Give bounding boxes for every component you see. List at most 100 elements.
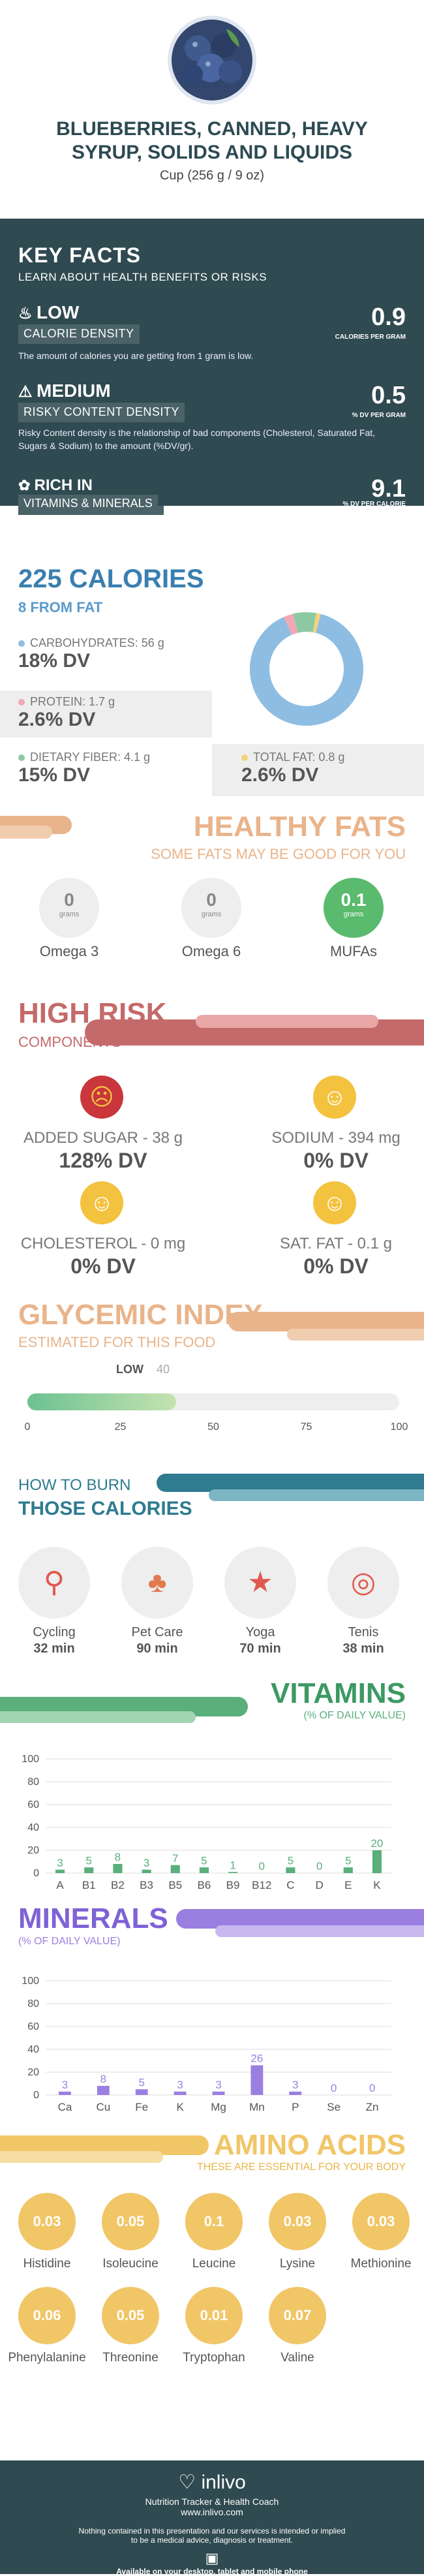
activity-minutes: 70 min <box>239 1641 281 1656</box>
calorie-density-level: ♨ LOW <box>18 302 80 322</box>
amino-badge: 0.03 <box>352 2193 410 2250</box>
y-tick-label: 100 <box>22 1976 39 1987</box>
bar-value-label: 20 <box>371 1837 383 1850</box>
high-risk-title: HIGH RISK <box>18 997 167 1029</box>
happy-face-icon: ☺ <box>313 1181 356 1224</box>
vitamins-unit: % DV PER CALORIE <box>342 501 406 508</box>
fat-value: 0.1 <box>341 890 367 910</box>
glycemic-tick: 75 <box>300 1421 312 1433</box>
key-facts-title: KEY FACTS <box>18 243 141 267</box>
amino-label: Isoleucine <box>102 2257 159 2271</box>
risky-content-unit: % DV PER GRAM <box>352 412 406 419</box>
x-tick-label: B6 <box>198 1879 211 1891</box>
fat-unit: grams <box>343 910 364 918</box>
x-tick-label: Zn <box>366 2101 379 2113</box>
bar <box>343 1867 353 1873</box>
amino-label: Tryptophan <box>183 2351 245 2365</box>
y-tick-label: 0 <box>33 1868 39 1879</box>
risk-label: CHOLESTEROL - 0 mg <box>20 1235 186 1252</box>
happy-face-icon: ☺ <box>80 1181 123 1224</box>
bar-value-label: 3 <box>62 2079 68 2091</box>
risk-dv: 0% DV <box>303 1149 369 1172</box>
carbs-stat: CARBOHYDRATES: 56 g 18% DV <box>18 636 164 672</box>
food-title-line1: BLUEBERRIES, CANNED, HEAVY <box>56 118 368 140</box>
healthy-fats-subtitle: SOME FATS MAY BE GOOD FOR YOU <box>151 846 406 862</box>
fat-badge: 0.1 grams <box>324 878 384 938</box>
bar-value-label: 5 <box>138 2076 144 2088</box>
risky-content-desc: Risky Content density is the relationshi… <box>18 427 376 451</box>
amino-label: Phenylalanine <box>8 2351 86 2365</box>
blueberries-image <box>168 16 256 104</box>
amino-badge: 0.03 <box>18 2193 76 2250</box>
bar <box>372 1850 382 1873</box>
bar-value-label: 0 <box>316 1860 322 1872</box>
fat-label: Omega 6 <box>181 943 241 959</box>
happy-face-icon: ☺ <box>313 1076 356 1119</box>
bar <box>113 1864 123 1873</box>
bar <box>84 1867 94 1873</box>
risk-dv: 0% DV <box>70 1254 136 1278</box>
flame-icon: ♨ <box>18 305 33 322</box>
bar-value-label: 5 <box>201 1854 207 1867</box>
food-title-line2: SYRUP, SOLIDS AND LIQUIDS <box>71 142 353 163</box>
bar <box>55 1869 65 1873</box>
amino-badge: 0.1 <box>185 2193 243 2250</box>
glycemic-tick: 100 <box>390 1421 408 1433</box>
calorie-density-label: CALORIE DENSITY <box>18 324 140 344</box>
activity-minutes: 90 min <box>136 1641 178 1656</box>
bar <box>199 1867 209 1873</box>
y-tick-label: 60 <box>27 1799 39 1810</box>
donut-slice-protein <box>284 613 298 635</box>
vitamins-level-2: ✿ RICH IN <box>18 476 93 494</box>
bar-value-label: 3 <box>57 1857 63 1869</box>
calorie-density-value: 0.9 <box>371 303 406 331</box>
macronutrient-donut-chart <box>250 612 363 726</box>
burn-title-1: HOW TO BURN <box>18 1476 131 1494</box>
bar-value-label: 3 <box>177 2079 183 2091</box>
vitamins-bar-chart: 0 20 40 60 80 100 3 A 5 B1 8 B2 3 B3 7 B5 5 B6 1 B9 0 B12 5 C 0 D… <box>22 1754 391 1891</box>
y-tick-label: 80 <box>27 1998 39 2010</box>
bar-value-label: 8 <box>100 2073 106 2085</box>
x-tick-label: B2 <box>111 1879 125 1891</box>
serving-size: Cup (256 g / 9 oz) <box>159 168 265 183</box>
x-tick-label: B1 <box>82 1879 96 1891</box>
x-tick-label: D <box>315 1879 323 1891</box>
activity-minutes: 38 min <box>342 1641 384 1656</box>
fat-value: 0 <box>206 890 217 910</box>
y-tick-label: 40 <box>27 1822 39 1833</box>
amino-badge: 0.07 <box>269 2287 326 2344</box>
dog-walk-icon: ♣ <box>121 1547 193 1619</box>
leaf-icon: ✿ <box>18 477 35 493</box>
bar-value-label: 3 <box>292 2079 298 2091</box>
fiber-stat: DIETARY FIBER: 4.1 g 15% DV <box>18 751 151 786</box>
amino-label: Histidine <box>23 2257 71 2271</box>
donut-slice-fiber <box>293 612 316 633</box>
burn-title-2: THOSE CALORIES <box>18 1498 192 1519</box>
amino-badge: 0.03 <box>269 2193 326 2250</box>
fat-label: MUFAs <box>329 943 378 959</box>
x-tick-label: Ca <box>58 2101 72 2113</box>
x-tick-label: Cu <box>96 2101 110 2113</box>
activity-minutes: 32 min <box>33 1641 75 1656</box>
bar <box>289 2091 302 2095</box>
x-tick-label: E <box>344 1879 352 1891</box>
glycemic-fill <box>27 1393 176 1410</box>
activity-name: Tenis <box>348 1625 379 1639</box>
disclaimer-line2: to be a medical advice, diagnosis or tre… <box>130 2536 294 2545</box>
fat-stat: TOTAL FAT: 0.8 g 2.6% DV <box>241 751 345 786</box>
x-tick-label: Mn <box>249 2101 265 2113</box>
x-tick-label: B9 <box>226 1879 240 1891</box>
fat-unit: grams <box>201 910 222 918</box>
fat-badge: 0 grams <box>39 878 99 938</box>
bar-value-label: 0 <box>259 1860 265 1872</box>
brand-url[interactable]: www.inlivo.com <box>181 2507 243 2517</box>
bar <box>142 1869 151 1873</box>
disclaimer-line1: Nothing contained in this presentation a… <box>78 2526 346 2536</box>
amino-subtitle: THESE ARE ESSENTIAL FOR YOUR BODY <box>196 2162 406 2173</box>
y-tick-label: 80 <box>27 1777 39 1788</box>
calorie-density-unit: CALORIES PER GRAM <box>335 334 406 341</box>
bar-value-label: 5 <box>345 1854 351 1867</box>
food-title: BLUEBERRIES, CANNED, HEAVY SYRUP, SOLIDS… <box>0 117 424 164</box>
amino-badge: 0.01 <box>185 2287 243 2344</box>
y-tick-label: 100 <box>22 1754 39 1765</box>
